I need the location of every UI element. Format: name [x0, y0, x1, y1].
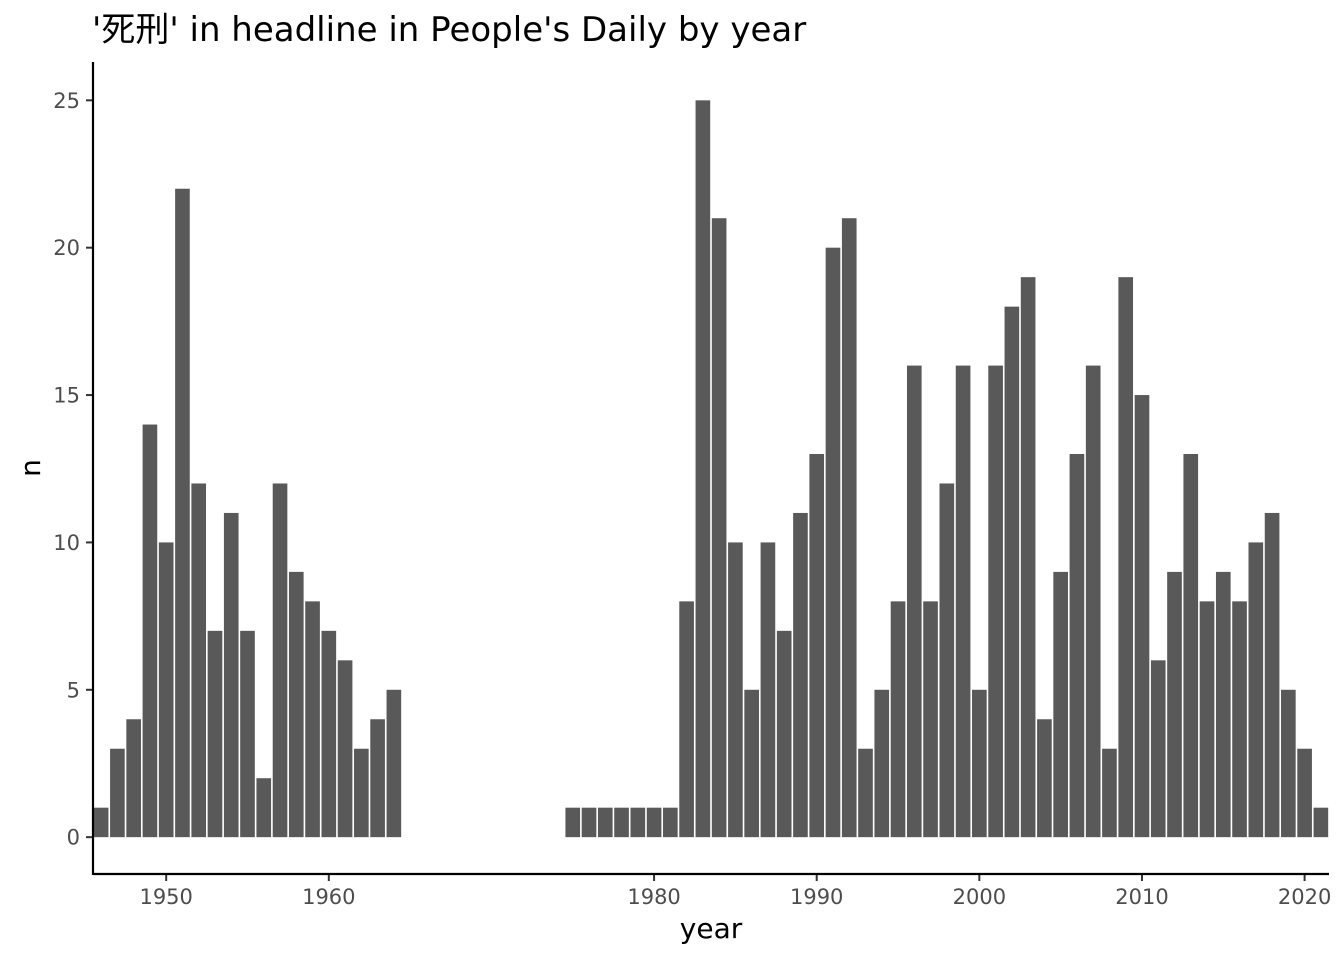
bar-2005: [1053, 571, 1068, 838]
bar-1982: [679, 601, 694, 838]
bar-1957: [272, 483, 288, 838]
bar-2006: [1069, 454, 1085, 838]
bar-1985: [728, 542, 743, 838]
bar-1984: [711, 218, 727, 838]
bar-1983: [695, 100, 711, 838]
x-tick-label: 1990: [790, 885, 843, 909]
bar-1952: [191, 483, 207, 838]
bar-2019: [1281, 689, 1296, 838]
bar-1975: [565, 807, 581, 838]
y-tick-label: 0: [67, 826, 80, 850]
bar-2000: [972, 689, 987, 838]
bar-1995: [890, 601, 906, 838]
bar-1958: [288, 571, 304, 838]
bar-2021: [1313, 807, 1329, 838]
bar-2015: [1215, 571, 1231, 838]
bar-1948: [126, 719, 141, 838]
bar-2018: [1264, 512, 1280, 838]
bar-1950: [158, 542, 174, 838]
x-tick-label: 2000: [953, 885, 1006, 909]
bar-1999: [955, 365, 971, 838]
bar-2003: [1020, 277, 1036, 838]
y-tick-label: 20: [53, 236, 80, 260]
bar-2007: [1085, 365, 1101, 838]
bar-1977: [597, 807, 613, 838]
bar-1951: [175, 188, 190, 838]
bar-1947: [110, 748, 125, 838]
x-tick-label: 1980: [627, 885, 680, 909]
bar-1962: [354, 748, 369, 838]
bar-1989: [793, 512, 808, 838]
bar-1964: [386, 689, 402, 838]
bar-2002: [1004, 306, 1020, 838]
bar-1998: [939, 483, 955, 838]
bar-1978: [614, 807, 629, 838]
bar-2004: [1037, 719, 1052, 838]
bar-1997: [923, 601, 938, 838]
chart-title: '死刑' in headline in People's Daily by ye…: [92, 10, 806, 50]
bar-1992: [841, 218, 857, 838]
bar-2008: [1102, 748, 1117, 838]
bar-1946: [93, 807, 109, 838]
x-tick-label: 1960: [302, 885, 355, 909]
bar-2010: [1134, 395, 1150, 838]
bar-1959: [305, 601, 320, 838]
bar-1976: [581, 807, 597, 838]
y-tick-label: 25: [53, 89, 80, 113]
bar-1991: [825, 247, 841, 838]
bar-2020: [1297, 748, 1312, 838]
bar-1987: [760, 542, 776, 838]
bar-2016: [1232, 601, 1247, 838]
bar-1961: [337, 660, 353, 838]
bar-2013: [1183, 454, 1199, 838]
bar-1981: [663, 807, 678, 838]
bar-1955: [240, 630, 255, 838]
x-tick-label: 2020: [1278, 885, 1331, 909]
bar-2017: [1248, 542, 1264, 838]
bar-2009: [1118, 277, 1134, 838]
bar-2012: [1167, 571, 1182, 838]
bar-2001: [988, 365, 1003, 838]
y-tick-label: 15: [53, 384, 80, 408]
x-tick-label: 2010: [1115, 885, 1168, 909]
bar-1980: [646, 807, 662, 838]
bar-1993: [858, 748, 873, 838]
bar-1954: [223, 512, 239, 838]
bar-1994: [874, 689, 890, 838]
x-tick-label: 1950: [139, 885, 192, 909]
x-axis-ticks: 1950 1960 1980 1990 2000 2010 2020: [139, 874, 1331, 909]
bar-1963: [370, 719, 385, 838]
y-tick-label: 5: [67, 678, 80, 702]
bar-1996: [906, 365, 922, 838]
bar-1956: [256, 778, 272, 838]
y-axis-ticks: 0 5 10 15 20 25: [53, 89, 93, 850]
bar-1990: [809, 454, 825, 838]
y-axis-label: n: [14, 459, 47, 477]
bar-2011: [1150, 660, 1166, 838]
bar-1949: [142, 424, 158, 838]
bar-1988: [776, 630, 792, 838]
x-axis-label: year: [680, 912, 743, 945]
bar-1953: [207, 630, 223, 838]
bar-1986: [744, 689, 759, 838]
bar-1960: [321, 630, 337, 838]
bar-1979: [630, 807, 646, 838]
y-tick-label: 10: [53, 531, 80, 555]
bar-2014: [1199, 601, 1215, 838]
bars-group: [93, 100, 1329, 838]
